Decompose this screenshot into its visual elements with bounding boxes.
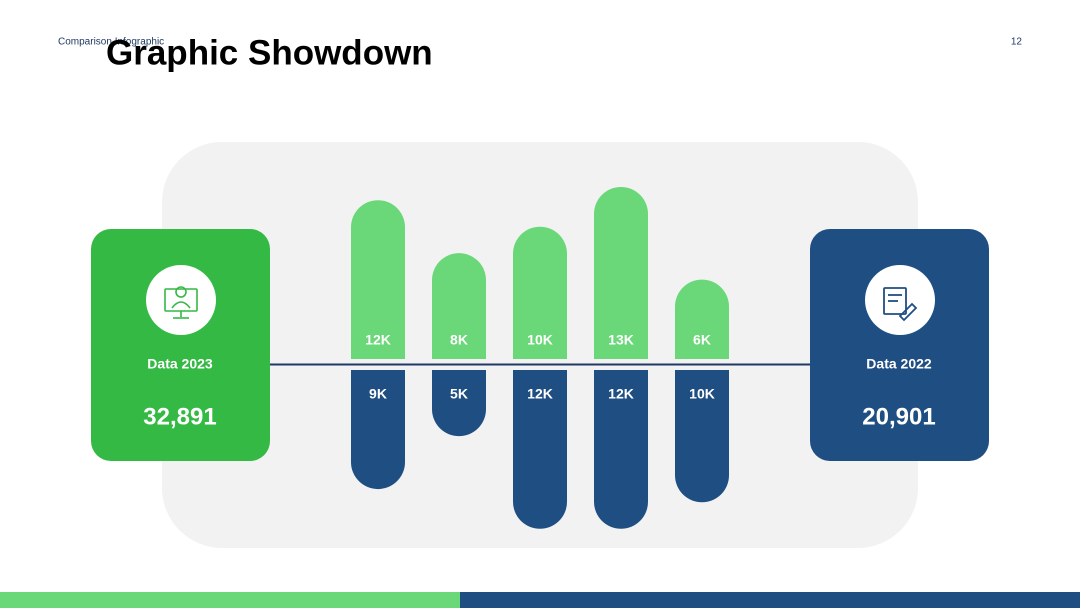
bar-label: 12K — [527, 386, 553, 402]
bar-label: 8K — [450, 332, 468, 348]
bar — [432, 370, 486, 437]
card-total: 32,891 — [143, 403, 216, 430]
bar — [675, 370, 729, 503]
bar-label: 12K — [608, 386, 634, 402]
bar-label: 5K — [450, 386, 468, 402]
icon-circle — [146, 265, 216, 335]
bar-label: 10K — [527, 332, 553, 348]
bar — [351, 370, 405, 490]
card-2022 — [810, 229, 989, 461]
bar-label: 6K — [693, 332, 711, 348]
slide-subtitle: Comparison Infographic — [58, 37, 164, 48]
card-label: Data 2023 — [147, 356, 213, 372]
card-total: 20,901 — [862, 403, 935, 430]
slide-title: Graphic Showdown — [106, 33, 433, 72]
bar — [513, 370, 567, 529]
bar-label: 12K — [365, 332, 391, 348]
icon-monitor — [164, 286, 198, 319]
bar — [594, 187, 648, 359]
bar-label: 13K — [608, 332, 634, 348]
bar — [594, 370, 648, 529]
card-label: Data 2022 — [866, 356, 932, 372]
bar-label: 10K — [689, 386, 715, 402]
bar — [675, 279, 729, 359]
footer-strip — [460, 592, 1080, 608]
bar — [513, 226, 567, 359]
icon-circle — [865, 265, 935, 335]
card-2023 — [91, 229, 270, 461]
footer-strip — [0, 592, 460, 608]
bar — [432, 253, 486, 359]
bar — [351, 200, 405, 359]
icon-document — [883, 287, 918, 322]
bar-label: 9K — [369, 386, 387, 402]
page-number: 12 — [1011, 37, 1023, 48]
